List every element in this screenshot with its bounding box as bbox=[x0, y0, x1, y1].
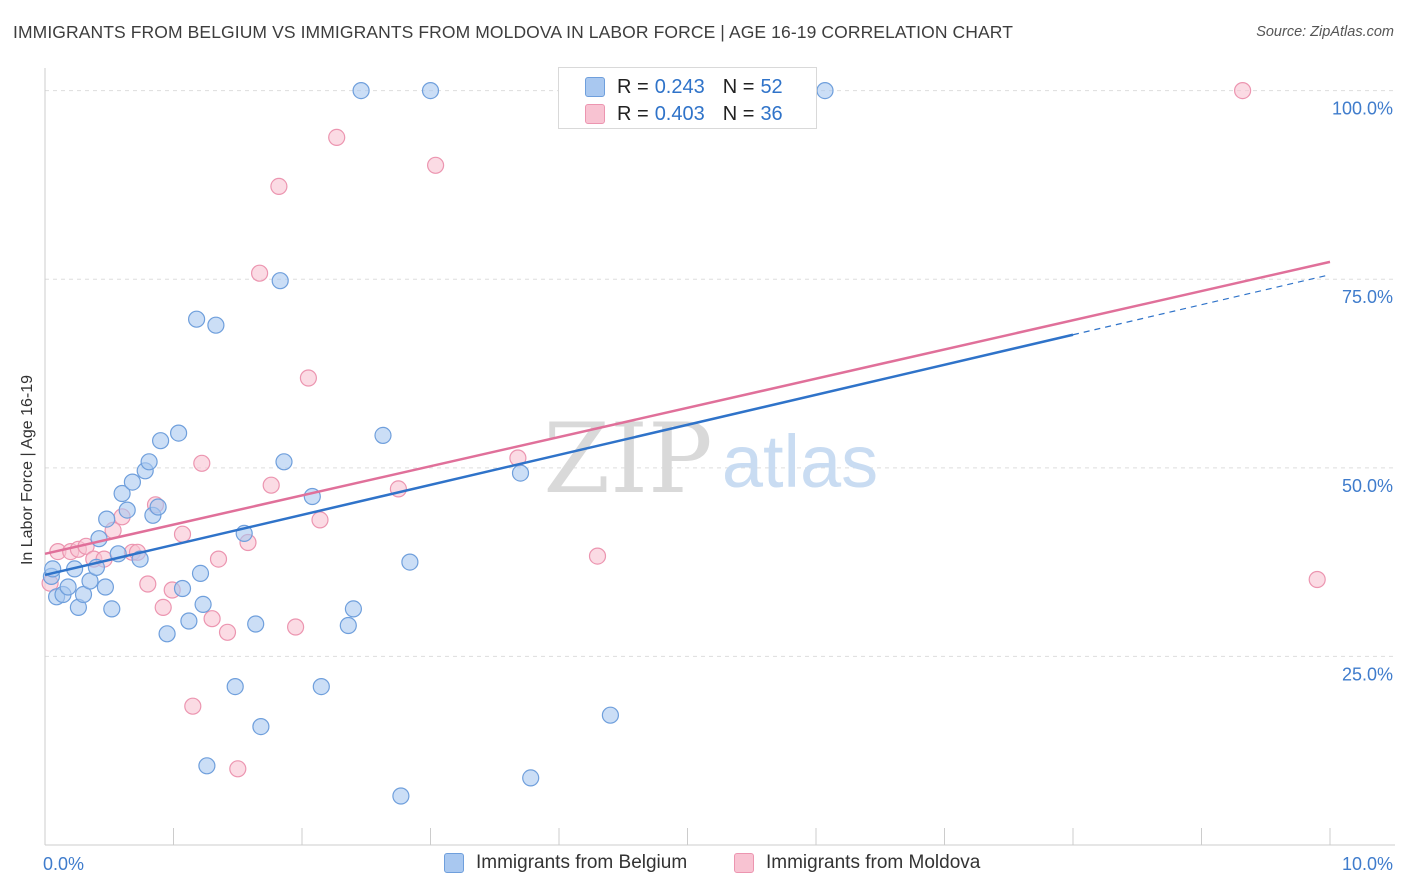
moldova-point bbox=[139, 575, 157, 593]
y-tick-label: 75.0% bbox=[1342, 287, 1393, 307]
belgium-legend-swatch bbox=[444, 853, 464, 873]
trend-lines bbox=[44, 260, 1331, 577]
r-value: 0.243 bbox=[654, 75, 705, 98]
moldova-point bbox=[229, 760, 247, 778]
belgium-point bbox=[226, 677, 244, 696]
y-tick-label: 25.0% bbox=[1342, 664, 1393, 684]
moldova-point bbox=[299, 369, 317, 387]
watermark-atlas: atlas bbox=[722, 420, 878, 503]
grid-layer bbox=[45, 90, 1395, 657]
series-belgium-points bbox=[42, 81, 834, 805]
moldova-point bbox=[173, 525, 192, 543]
belgium-trend-line bbox=[44, 333, 1074, 577]
moldova-point bbox=[270, 177, 288, 195]
watermark-zip: ZIP bbox=[543, 403, 712, 515]
source-label: Source: ZipAtlas.com bbox=[1256, 24, 1394, 40]
belgium-point bbox=[188, 310, 206, 328]
moldova-point bbox=[588, 547, 607, 565]
belgium-point bbox=[158, 625, 176, 643]
tick-labels: 25.0% 50.0% 75.0% 100.0% 0.0% 10.0% bbox=[43, 99, 1393, 874]
chart-title: IMMIGRANTS FROM BELGIUM VS IMMIGRANTS FR… bbox=[13, 22, 1014, 42]
moldova-swatch bbox=[585, 104, 605, 124]
belgium-point bbox=[90, 530, 108, 548]
belgium-point bbox=[173, 579, 192, 598]
legend-label-belgium: Immigrants from Belgium bbox=[476, 852, 688, 873]
belgium-point bbox=[152, 432, 170, 450]
belgium-point bbox=[170, 424, 188, 442]
belgium-point bbox=[207, 316, 225, 334]
belgium-point bbox=[252, 717, 270, 736]
legend-item-belgium[interactable]: Immigrants from Belgium bbox=[444, 852, 687, 874]
belgium-point bbox=[401, 553, 419, 571]
moldova-point bbox=[218, 623, 237, 641]
moldova-point bbox=[287, 618, 305, 636]
n-label: N = bbox=[722, 102, 755, 125]
belgium-point bbox=[601, 706, 620, 724]
moldova-point bbox=[1233, 81, 1252, 100]
r-label: R = bbox=[617, 75, 649, 98]
axis-layer bbox=[44, 68, 1395, 846]
belgium-point bbox=[339, 616, 357, 635]
x-tick-label: 10.0% bbox=[1342, 854, 1393, 874]
r-value: 0.403 bbox=[654, 102, 705, 125]
legend-item-moldova[interactable]: Immigrants from Moldova bbox=[734, 852, 980, 874]
n-value: 36 bbox=[760, 102, 783, 125]
moldova-point bbox=[184, 697, 202, 715]
n-label: N = bbox=[722, 75, 755, 98]
belgium-point bbox=[352, 81, 370, 100]
belgium-point bbox=[96, 578, 115, 596]
belgium-point bbox=[198, 757, 216, 775]
belgium-point bbox=[511, 464, 530, 482]
belgium-point bbox=[247, 615, 265, 633]
belgium-point bbox=[103, 600, 121, 618]
correlation-legend: R = 0.243 N = 52 R = 0.403 N = 36 bbox=[558, 67, 817, 129]
belgium-point bbox=[194, 595, 212, 614]
moldova-point bbox=[209, 550, 228, 568]
moldova-point bbox=[311, 511, 329, 529]
moldova-point bbox=[193, 454, 211, 472]
legend-label-moldova: Immigrants from Moldova bbox=[766, 852, 981, 873]
legend-row-belgium: R = 0.243 N = 52 bbox=[585, 75, 783, 99]
n-value: 52 bbox=[760, 75, 783, 98]
belgium-point bbox=[421, 81, 440, 100]
belgium-trend-extension bbox=[1072, 274, 1331, 336]
belgium-point bbox=[271, 272, 289, 290]
belgium-point bbox=[344, 600, 362, 618]
r-label: R = bbox=[617, 102, 649, 125]
belgium-point bbox=[816, 81, 834, 100]
belgium-point bbox=[131, 550, 149, 568]
belgium-point bbox=[275, 453, 293, 471]
belgium-point bbox=[113, 484, 131, 503]
belgium-point bbox=[149, 498, 167, 516]
belgium-point bbox=[180, 612, 198, 630]
moldova-point bbox=[154, 598, 172, 617]
moldova-point bbox=[251, 264, 269, 282]
belgium-point bbox=[374, 426, 392, 444]
moldova-point bbox=[262, 476, 280, 494]
belgium-point bbox=[392, 787, 410, 805]
watermark: ZIP atlas bbox=[543, 403, 878, 515]
belgium-swatch bbox=[585, 77, 605, 97]
belgium-point bbox=[59, 578, 77, 596]
legend-row-moldova: R = 0.403 N = 36 bbox=[585, 102, 783, 126]
belgium-point bbox=[123, 473, 141, 491]
belgium-point bbox=[118, 501, 136, 519]
y-tick-label: 50.0% bbox=[1342, 476, 1393, 496]
belgium-point bbox=[98, 510, 116, 528]
moldova-point bbox=[1308, 570, 1326, 589]
belgium-point bbox=[522, 769, 540, 787]
moldova-legend-swatch bbox=[734, 853, 754, 873]
belgium-point bbox=[191, 564, 210, 583]
series-legend: Immigrants from Belgium Immigrants from … bbox=[0, 852, 1406, 878]
belgium-point bbox=[312, 677, 330, 696]
belgium-point bbox=[140, 453, 158, 471]
moldova-trend-line bbox=[44, 260, 1331, 556]
moldova-point bbox=[203, 610, 221, 628]
moldova-point bbox=[427, 156, 445, 174]
moldova-point bbox=[328, 128, 346, 146]
y-tick-label: 100.0% bbox=[1332, 99, 1393, 119]
x-tick-label: 0.0% bbox=[43, 854, 84, 874]
